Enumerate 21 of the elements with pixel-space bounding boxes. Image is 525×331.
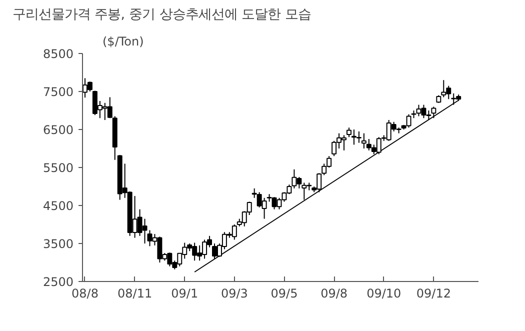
x-tick-label: 09/1 — [171, 286, 198, 300]
chart-title: 구리선물가격 주봉, 중기 상승추세선에 도달한 모습 — [12, 8, 311, 22]
x-tick-label: 09/12 — [416, 286, 451, 300]
y-tick-label: 8500 — [42, 47, 74, 61]
candlestick — [346, 127, 352, 138]
y-tick-label: 4500 — [42, 199, 74, 213]
y-tick-label: 6500 — [42, 123, 74, 137]
y-axis-title: ($/Ton) — [102, 34, 144, 48]
y-tick-label: 7500 — [42, 85, 74, 99]
candlestick — [431, 106, 436, 119]
x-tick-label: 09/10 — [366, 286, 402, 300]
x-tick-label: 09/8 — [320, 286, 348, 300]
x-tick-label: 09/5 — [270, 286, 298, 300]
x-tick-label: 09/3 — [220, 286, 248, 300]
candlestick — [361, 132, 366, 149]
y-tick-label: 5500 — [42, 161, 74, 175]
x-tick-label: 08/11 — [118, 286, 152, 300]
x-tick-label: 08/8 — [72, 286, 98, 300]
candlestick — [87, 81, 92, 92]
y-tick-label: 3500 — [42, 237, 74, 251]
y-tick-label: 2500 — [42, 275, 74, 289]
